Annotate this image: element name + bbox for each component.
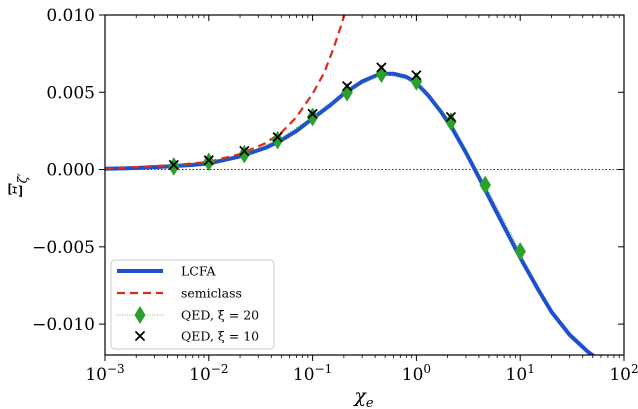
x-axis: 10−3 10−2 10−1 100 101 102 [85, 15, 638, 385]
legend: LCFA semiclass QED, ξ = 20 QED, ξ = 10 [110, 259, 275, 350]
legend-swatch-qed-xi10 [134, 330, 146, 342]
data-point-qed-xi10 [307, 108, 318, 120]
data-point-qed-xi20 [445, 112, 457, 132]
data-point-qed-xi20 [306, 107, 319, 127]
x-tick-label: 102 [609, 362, 638, 385]
data-point-qed-xi10 [239, 145, 250, 157]
data-point-qed-xi10 [272, 131, 283, 143]
plot-frame [104, 14, 625, 356]
legend-label: semiclass [181, 286, 242, 301]
y-tick-label: 0.010 [46, 6, 95, 26]
y-tick-label: −0.005 [32, 238, 95, 258]
data-point-qed-xi20 [479, 175, 491, 195]
y-axis: −0.010 −0.005 0.000 0.005 0.010 [32, 6, 624, 335]
x-axis-label: χe [352, 385, 374, 409]
legend-swatch-qed-xi20 [134, 306, 146, 324]
x-tick-label: 101 [506, 362, 535, 385]
x-tick-label: 10−3 [85, 362, 124, 385]
x-tick-label: 10−1 [293, 362, 332, 385]
data-point-qed-xi10 [203, 155, 214, 166]
legend-label: LCFA [181, 264, 216, 279]
series-layer [105, 15, 596, 355]
series-lcfa-line [105, 71, 596, 355]
data-point-qed-xi20 [203, 152, 215, 172]
data-point-qed-xi10 [376, 62, 387, 73]
data-point-qed-xi20 [271, 130, 284, 150]
data-point-qed-xi20 [514, 241, 526, 261]
x-tick-label: 10−2 [189, 362, 228, 385]
x-tick-label: 100 [402, 362, 431, 385]
legend-label: QED, ξ = 10 [181, 329, 259, 344]
data-point-qed-xi10 [411, 70, 422, 81]
legend-box [110, 259, 275, 350]
data-point-qed-xi10 [168, 159, 179, 171]
data-point-qed-xi10 [341, 80, 353, 92]
y-tick-label: 0.000 [46, 161, 95, 181]
series-semiclass-line [105, 15, 346, 170]
legend-label: QED, ξ = 20 [181, 308, 259, 323]
data-point-qed-xi20 [238, 144, 251, 164]
data-point-qed-xi10 [445, 111, 457, 123]
y-axis-label: Ξζ′ [5, 173, 31, 197]
y-tick-label: −0.010 [32, 315, 95, 335]
y-tick-label: 0.005 [46, 83, 95, 103]
